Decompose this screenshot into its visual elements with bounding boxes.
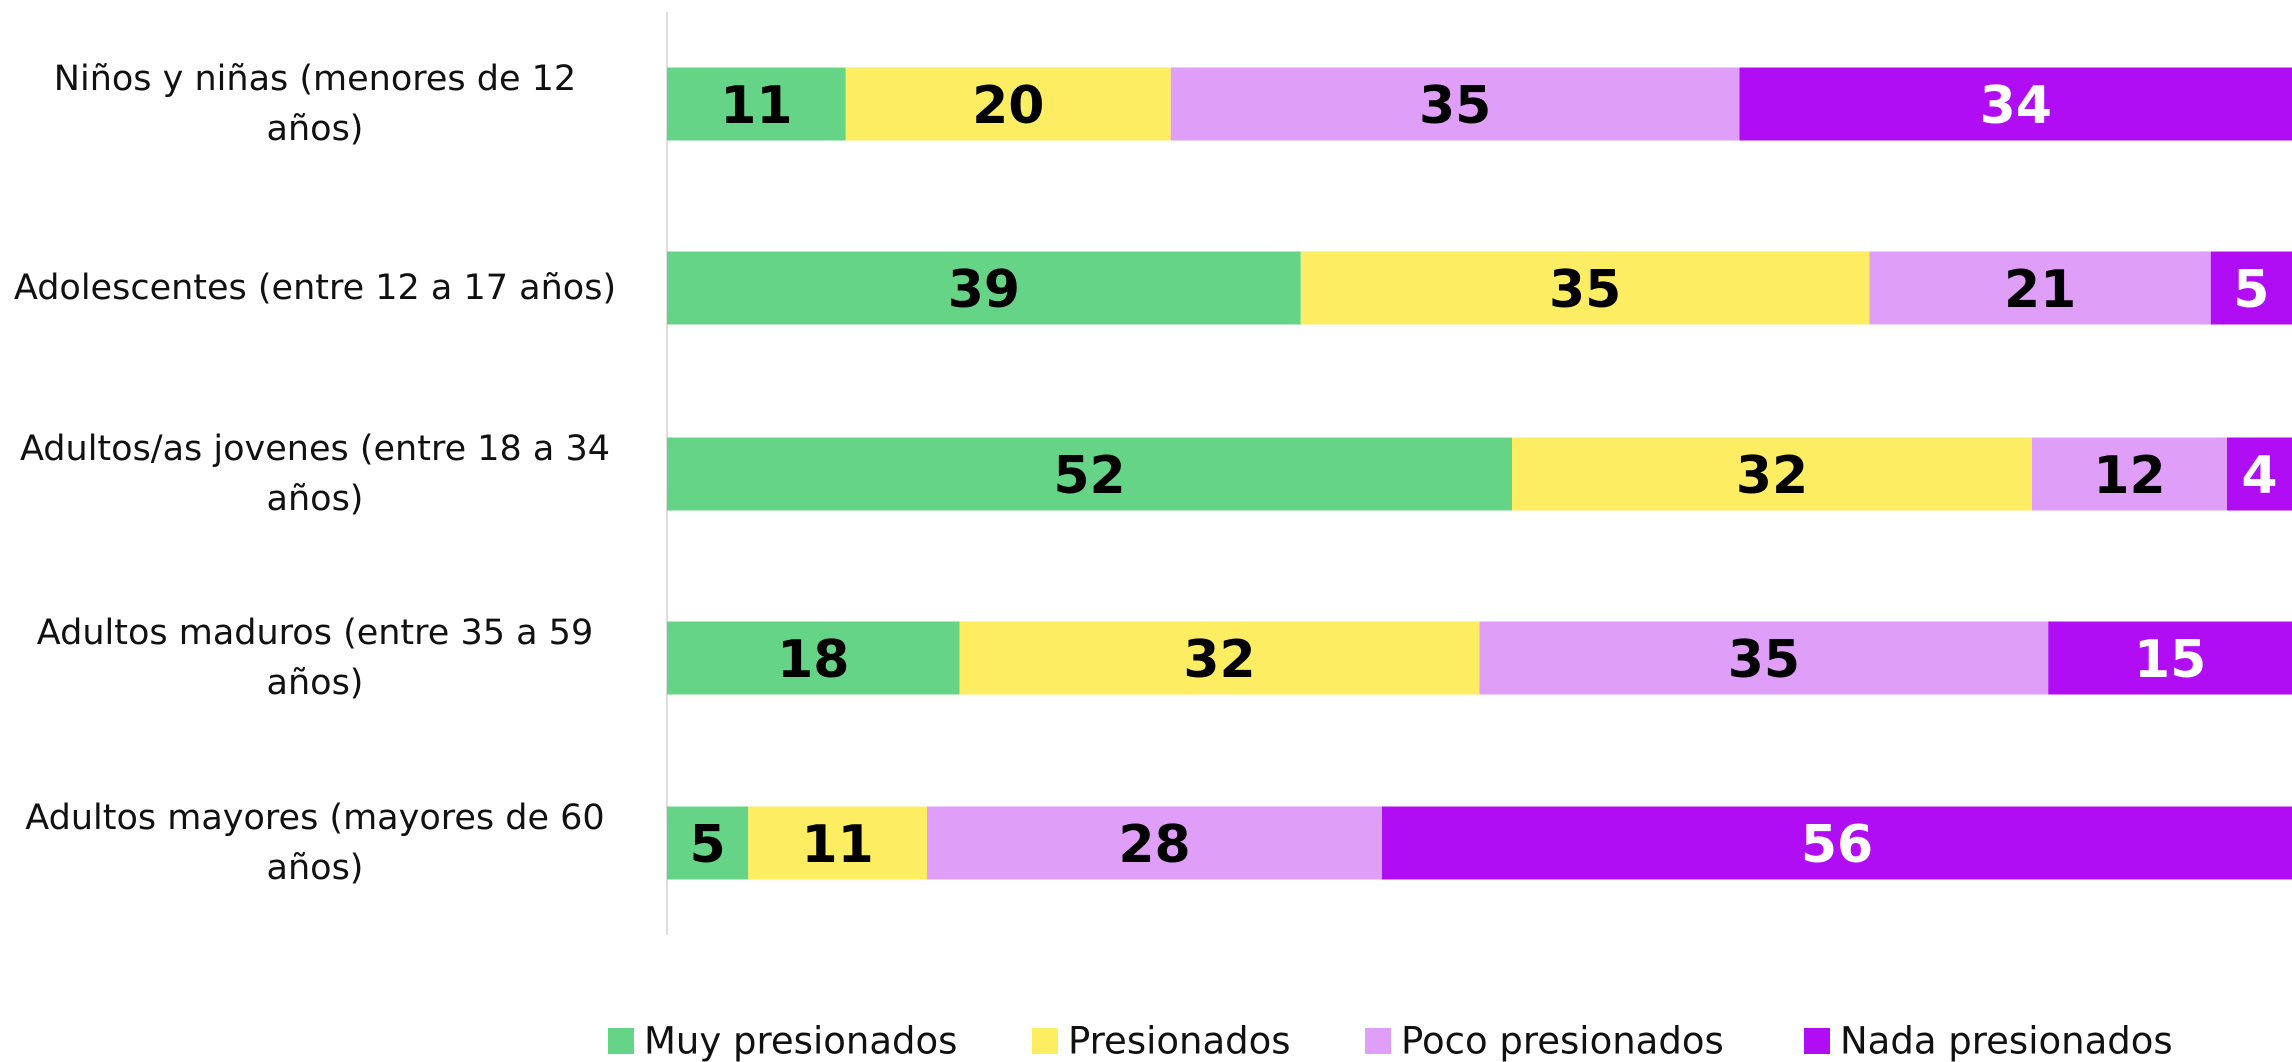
bar-segment bbox=[667, 621, 960, 695]
value-label: 12 bbox=[2093, 446, 2165, 506]
category-label: Niños y niñas (menores de 12 años) bbox=[53, 59, 577, 149]
bar-segment bbox=[2032, 437, 2227, 511]
legend-swatch bbox=[1032, 1028, 1058, 1054]
bar-segment bbox=[667, 67, 846, 141]
value-label: 35 bbox=[1549, 260, 1621, 320]
bar-segment bbox=[1170, 67, 1740, 141]
value-label: 18 bbox=[777, 630, 849, 690]
value-label: 28 bbox=[1118, 815, 1190, 875]
category-label: Adultos/as jovenes (entre 18 a 34 años) bbox=[19, 429, 611, 519]
bar-segment bbox=[1512, 437, 2032, 511]
bar-segment bbox=[927, 806, 1382, 880]
value-label: 34 bbox=[1980, 76, 2052, 136]
value-label: 52 bbox=[1053, 446, 1125, 506]
value-label: 21 bbox=[2004, 260, 2076, 320]
value-label: 20 bbox=[972, 76, 1044, 136]
value-label: 32 bbox=[1736, 446, 1808, 506]
value-label: 39 bbox=[948, 260, 1020, 320]
value-label: 56 bbox=[1801, 815, 1873, 875]
category-label: Adultos mayores (mayores de 60 años) bbox=[25, 798, 605, 888]
bar-segment bbox=[667, 437, 1512, 511]
category-label: Adultos maduros (entre 35 a 59 años) bbox=[36, 613, 594, 703]
bar-segment bbox=[1739, 67, 2292, 141]
value-label: 5 bbox=[690, 815, 726, 875]
bar-segment bbox=[748, 806, 927, 880]
value-label: 5 bbox=[2233, 260, 2269, 320]
legend-swatch bbox=[608, 1028, 634, 1054]
value-label: 4 bbox=[2241, 446, 2277, 506]
value-label: 11 bbox=[801, 815, 873, 875]
bar-segment bbox=[2048, 621, 2292, 695]
bar-segment bbox=[667, 806, 749, 880]
legend-label: Nada presionados bbox=[1840, 1020, 2173, 1062]
legend-swatch bbox=[1804, 1028, 1830, 1054]
bar-segment bbox=[959, 621, 1480, 695]
value-label: 11 bbox=[720, 76, 792, 136]
bar-segment bbox=[1479, 621, 2049, 695]
bar-segment bbox=[1300, 251, 1870, 325]
legend-label: Muy presionados bbox=[644, 1020, 957, 1062]
value-label: 35 bbox=[1419, 76, 1491, 136]
value-label: 32 bbox=[1183, 630, 1255, 690]
legend-label: Presionados bbox=[1068, 1020, 1291, 1062]
category-label: Adolescentes (entre 12 a 17 años) bbox=[13, 268, 617, 308]
value-label: 35 bbox=[1728, 630, 1800, 690]
bar-segment bbox=[845, 67, 1171, 141]
bar-segment bbox=[667, 251, 1301, 325]
legend-label: Poco presionados bbox=[1401, 1020, 1724, 1062]
value-label: 15 bbox=[2134, 630, 2206, 690]
bar-segment bbox=[2210, 251, 2292, 325]
bar-segment bbox=[2227, 437, 2292, 511]
bar-segment bbox=[1869, 251, 2211, 325]
bar-segment bbox=[1382, 806, 2292, 880]
legend-swatch bbox=[1365, 1028, 1391, 1054]
